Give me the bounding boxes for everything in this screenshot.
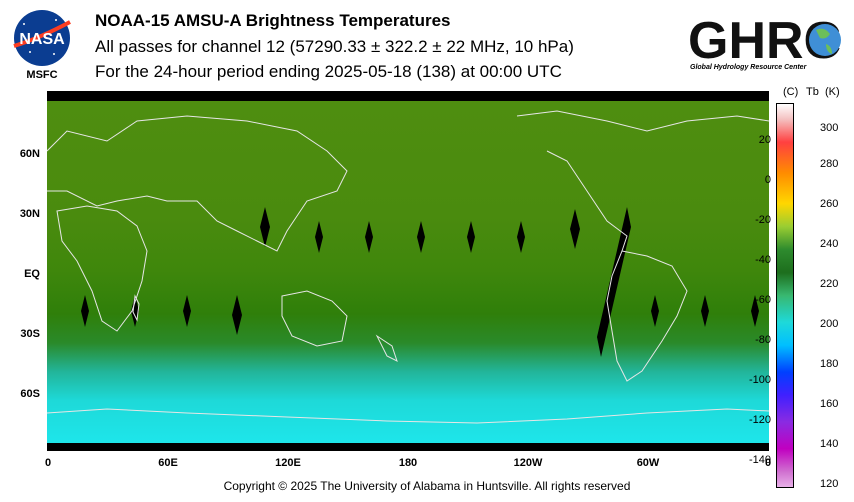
colorbar-celsius-tick: -40: [755, 254, 771, 266]
lon-label-0-end: 0: [764, 457, 772, 469]
no-data-band-south: [47, 443, 769, 451]
msfc-label: MSFC: [26, 69, 58, 81]
colorbar-celsius-tick: -120: [748, 414, 771, 426]
no-data-band-north: [47, 91, 769, 101]
brightness-temperature-map: [47, 91, 769, 451]
colorbar-celsius-tick: -100: [748, 374, 771, 386]
colorbar-celsius-tick: -140: [748, 454, 771, 466]
period-subtitle: For the 24-hour period ending 2025-05-18…: [95, 62, 562, 81]
colorbar-header-c: (C): [783, 86, 799, 98]
colorbar-celsius-tick: 0: [764, 174, 771, 186]
ghrc-label: Global Hydrology Resource Center: [690, 64, 807, 71]
colorbar-header-tb: Tb: [806, 86, 819, 98]
colorbar-header-k: (K): [825, 86, 840, 98]
lat-label-60n: 60N: [19, 148, 40, 160]
colorbar-kelvin-tick: 280: [820, 158, 839, 170]
lon-label-60e: 60E: [158, 457, 178, 469]
lat-label-eq: EQ: [24, 268, 40, 280]
colorbar-celsius-tick: -20: [755, 214, 771, 226]
channel-subtitle: All passes for channel 12 (57290.33 ± 32…: [95, 37, 574, 56]
lon-label-0: 0: [44, 457, 52, 469]
temperature-field: [47, 91, 769, 451]
lon-label-60w: 60W: [636, 457, 660, 469]
colorbar-celsius-tick: -80: [755, 334, 771, 346]
colorbar-kelvin-tick: 140: [820, 438, 839, 450]
colorbar: [776, 103, 794, 488]
colorbar-kelvin-tick: 180: [820, 358, 839, 370]
lat-label-30n: 30N: [19, 208, 40, 220]
colorbar-kelvin-tick: 220: [820, 278, 839, 290]
lat-label-30s: 30S: [20, 328, 40, 340]
lat-label-60s: 60S: [20, 388, 40, 400]
copyright-notice: Copyright © 2025 The University of Alaba…: [223, 479, 631, 493]
ghrc-logo: GHRC: [688, 12, 841, 70]
lon-label-120w: 120W: [513, 457, 543, 469]
colorbar-celsius-tick: -60: [755, 294, 771, 306]
nasa-logo: NASA: [13, 10, 71, 66]
colorbar-kelvin-tick: 260: [820, 198, 839, 210]
lon-label-120e: 120E: [275, 457, 301, 469]
colorbar-kelvin-tick: 160: [820, 398, 839, 410]
colorbar-kelvin-tick: 200: [820, 318, 839, 330]
colorbar-kelvin-tick: 120: [820, 478, 839, 490]
coastlines: [47, 110, 769, 424]
data-gaps: [81, 207, 759, 357]
lon-label-180: 180: [398, 457, 418, 469]
colorbar-celsius-tick: 20: [758, 134, 771, 146]
page-title: NOAA-15 AMSU-A Brightness Temperatures: [95, 11, 451, 30]
colorbar-kelvin-tick: 240: [820, 238, 839, 250]
nasa-wordmark: NASA: [19, 31, 65, 48]
colorbar-kelvin-tick: 300: [820, 122, 839, 134]
